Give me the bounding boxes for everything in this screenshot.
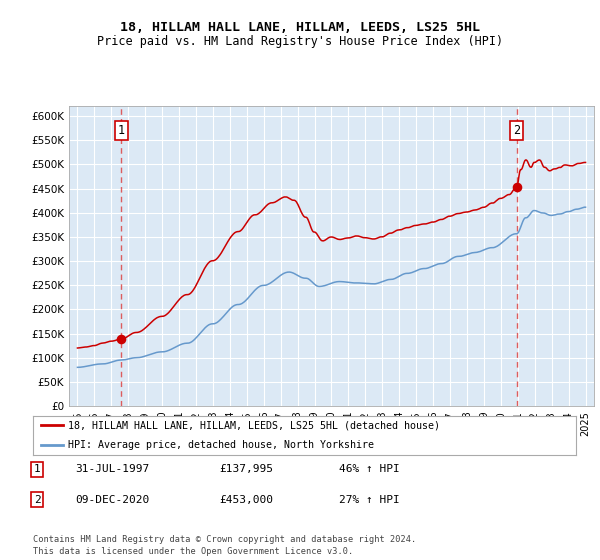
Text: HPI: Average price, detached house, North Yorkshire: HPI: Average price, detached house, Nort… [68, 440, 374, 450]
Text: £137,995: £137,995 [219, 464, 273, 474]
Text: 31-JUL-1997: 31-JUL-1997 [75, 464, 149, 474]
Text: £453,000: £453,000 [219, 494, 273, 505]
Point [116, 335, 126, 344]
Text: 18, HILLAM HALL LANE, HILLAM, LEEDS, LS25 5HL: 18, HILLAM HALL LANE, HILLAM, LEEDS, LS2… [120, 21, 480, 34]
Text: 27% ↑ HPI: 27% ↑ HPI [339, 494, 400, 505]
Text: 2: 2 [34, 494, 41, 505]
Text: Price paid vs. HM Land Registry's House Price Index (HPI): Price paid vs. HM Land Registry's House … [97, 35, 503, 48]
Text: 1: 1 [118, 124, 125, 137]
Text: 09-DEC-2020: 09-DEC-2020 [75, 494, 149, 505]
Text: 1: 1 [34, 464, 41, 474]
Text: 2: 2 [513, 124, 520, 137]
Text: 18, HILLAM HALL LANE, HILLAM, LEEDS, LS25 5HL (detached house): 18, HILLAM HALL LANE, HILLAM, LEEDS, LS2… [68, 421, 440, 430]
Text: Contains HM Land Registry data © Crown copyright and database right 2024.
This d: Contains HM Land Registry data © Crown c… [33, 535, 416, 556]
Point [512, 183, 521, 192]
Text: 46% ↑ HPI: 46% ↑ HPI [339, 464, 400, 474]
